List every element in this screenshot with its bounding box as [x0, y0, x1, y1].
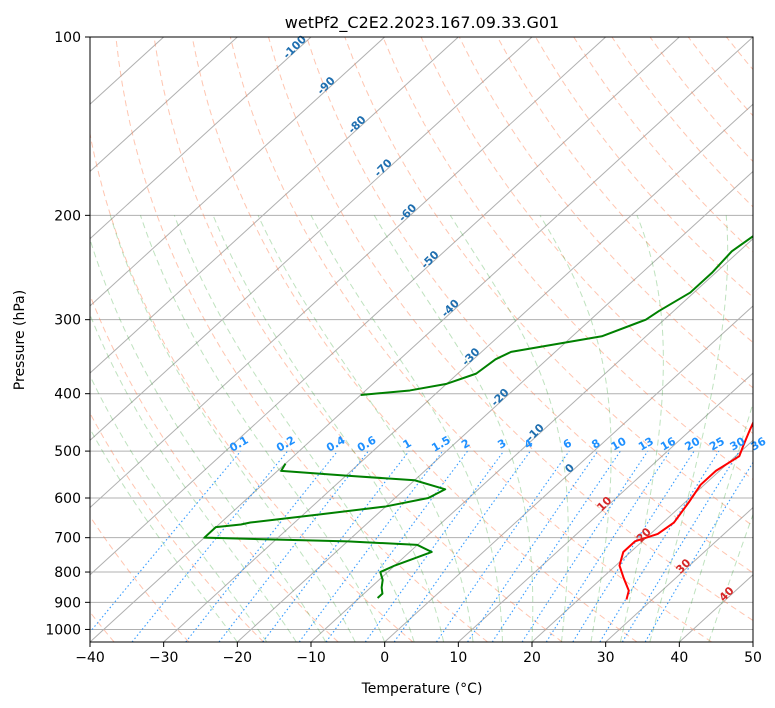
y-tick-label: 500: [54, 444, 81, 460]
dry-adiabat: [497, 37, 753, 344]
mixing-ratio-line: [621, 450, 740, 642]
dry-adiabat: [115, 37, 488, 642]
dewpoint-profile: [203, 463, 447, 599]
isotherm--10: [310, 237, 753, 642]
mixing-ratio-line: [491, 450, 621, 642]
y-tick-label: 400: [54, 387, 81, 403]
mixing-ratio-line: [435, 450, 570, 642]
y-tick-label: 1000: [45, 622, 81, 638]
x-tick-label: 30: [597, 650, 615, 666]
moist-adiabat: [619, 215, 664, 642]
chart-title: wetPf2_C2E2.2023.167.09.33.G01: [285, 13, 559, 33]
x-tick-label: −30: [149, 650, 179, 666]
x-tick-label: 0: [380, 650, 389, 666]
isotherm--100: [90, 37, 312, 240]
isotherm--30: [163, 103, 753, 642]
mixing-ratio-line: [467, 450, 599, 642]
mixing-ratio-line: [393, 450, 531, 642]
isotherm-30: [605, 506, 753, 642]
mixing-ratio-line: [521, 450, 649, 642]
mixing-ratio-line: [185, 450, 338, 642]
dry-adiabat: [535, 37, 753, 298]
dry-adiabat: [268, 37, 753, 622]
moist-adiabat: [90, 237, 327, 642]
moist-adiabat: [449, 215, 569, 642]
moist-adiabat: [310, 215, 504, 642]
x-tick-label: −20: [223, 650, 253, 666]
dry-adiabat: [344, 37, 753, 527]
x-tick-label: 10: [449, 650, 467, 666]
isotherm--50: [90, 37, 680, 576]
dry-adiabat: [90, 412, 264, 642]
moist-adiabat: [539, 215, 612, 642]
isotherm-0: [384, 305, 753, 642]
dry-adiabat: [90, 515, 190, 642]
plot-frame: [89, 36, 754, 643]
x-axis: −40 −30 −20 −10 0 10 20 30 40 50: [75, 642, 762, 666]
y-tick-label: 700: [54, 531, 81, 547]
isotherm--80: [90, 37, 459, 374]
mixing-ratio-line: [298, 450, 444, 642]
moist-adiabat: [90, 427, 238, 642]
mixing-ratio-line: [325, 450, 468, 642]
dry-adiabat: [229, 37, 712, 642]
mixing-ratio-line: [364, 450, 505, 642]
x-axis-label: Temperature (°C): [361, 681, 483, 697]
y-tick-label: 300: [54, 313, 81, 329]
series-layer: [203, 235, 753, 600]
isotherm-10: [457, 372, 753, 642]
y-axis-label: Pressure (hPa): [12, 290, 28, 390]
background-lines: [90, 37, 753, 642]
mixing-ratio-line: [262, 450, 410, 642]
dewpoint-profile: [360, 235, 753, 396]
isotherm-20: [531, 439, 753, 642]
moist-adiabat: [90, 313, 297, 642]
mixing-ratio-line: [572, 450, 695, 642]
x-tick-label: −10: [296, 650, 326, 666]
isotherm--110: [90, 37, 238, 173]
dry-adiabat: [90, 131, 414, 642]
dry-adiabat: [191, 37, 638, 642]
isotherm--60: [90, 37, 607, 509]
x-tick-label: 40: [670, 650, 688, 666]
y-tick-label: 800: [54, 565, 81, 581]
y-tick-label: 200: [54, 208, 81, 224]
x-tick-label: −40: [75, 650, 105, 666]
isotherm--70: [90, 37, 533, 442]
mixing-ratio-line: [131, 450, 289, 642]
mixing-ratio-line: [90, 450, 242, 633]
y-tick-label: 100: [54, 30, 81, 46]
y-tick-label: 900: [54, 595, 81, 611]
y-tick-label: 600: [54, 491, 81, 507]
moist-adiabat: [90, 374, 268, 642]
dry-adiabat: [153, 37, 563, 642]
dry-adiabat: [306, 37, 753, 574]
x-tick-label: 50: [744, 650, 762, 666]
moist-adiabat: [139, 215, 386, 642]
moist-adiabat: [212, 215, 445, 642]
y-axis: 100 200 300 400 500 600 700 800 900 1000: [45, 30, 90, 638]
moist-adiabat: [109, 215, 356, 642]
moist-adiabat: [373, 215, 534, 642]
mixing-ratio-line: [545, 450, 671, 642]
isotherm--90: [90, 37, 386, 307]
isotherm--40: [90, 37, 753, 642]
temperature-profile: [618, 420, 753, 600]
moist-adiabat: [257, 215, 474, 642]
x-tick-label: 20: [523, 650, 541, 666]
